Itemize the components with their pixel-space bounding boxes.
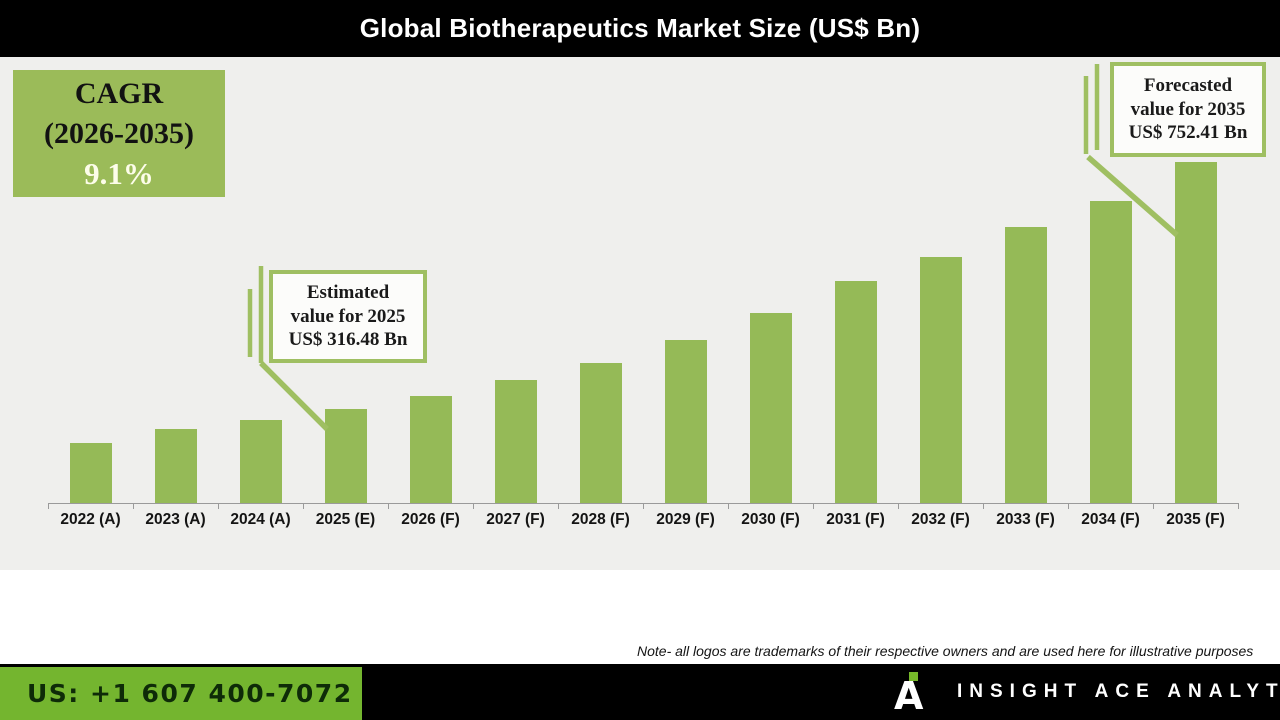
axis-tick bbox=[813, 503, 814, 509]
bar-2025 (E) bbox=[324, 409, 367, 503]
bar-2029 (F) bbox=[664, 340, 707, 503]
axis-tick bbox=[1068, 503, 1069, 509]
bar-2027 (F) bbox=[494, 380, 537, 503]
page-title: Global Biotherapeutics Market Size (US$ … bbox=[359, 13, 921, 43]
market-contributors-band: Market Contributors: abbvie Lilly aegis … bbox=[0, 570, 1280, 664]
axis-tick bbox=[388, 503, 389, 509]
logo-a-glyph: A bbox=[894, 674, 924, 718]
axis-tick bbox=[643, 503, 644, 509]
x-axis-label: 2023 (A) bbox=[145, 511, 206, 528]
cagr-badge: CAGR (2026-2035) 9.1% bbox=[13, 70, 225, 197]
x-axis-label: 2031 (F) bbox=[826, 511, 885, 528]
axis-tick bbox=[558, 503, 559, 509]
bar-2026 (F) bbox=[409, 396, 452, 503]
axis-tick bbox=[983, 503, 984, 509]
chart-area: CAGR (2026-2035) 9.1% 2022 (A) 2023 (A) 20… bbox=[0, 57, 1280, 570]
bar-2033 (F) bbox=[1004, 227, 1047, 503]
insight-ace-logo-icon: A bbox=[893, 668, 933, 718]
phone-box: US: +1 607 400-7072 bbox=[0, 667, 362, 720]
x-axis-label: 2024 (A) bbox=[230, 511, 291, 528]
x-axis-label: 2029 (F) bbox=[656, 511, 715, 528]
cagr-range: (2026-2035) bbox=[44, 116, 194, 150]
x-axis-label: 2028 (F) bbox=[571, 511, 630, 528]
estimated-line-2: value for 2025 bbox=[290, 305, 406, 327]
forecasted-line-3: US$ 752.41 Bn bbox=[1128, 122, 1248, 144]
x-axis-label: 2025 (E) bbox=[315, 511, 376, 528]
cagr-heading: CAGR bbox=[74, 76, 164, 110]
forecasted-value-callout: Forecasted value for 2035 US$ 752.41 Bn bbox=[1110, 62, 1266, 157]
bar-2035 (F) bbox=[1174, 162, 1217, 503]
x-axis-label: 2034 (F) bbox=[1081, 511, 1140, 528]
x-axis-label: 2035 (F) bbox=[1166, 511, 1225, 528]
bar-2031 (F) bbox=[834, 281, 877, 503]
cagr-value: 9.1% bbox=[84, 155, 154, 191]
bar-2023 (A) bbox=[154, 429, 197, 503]
estimated-line-3: US$ 316.48 Bn bbox=[288, 329, 408, 351]
axis-tick bbox=[1238, 503, 1239, 509]
axis-tick bbox=[303, 503, 304, 509]
x-axis-label: 2030 (F) bbox=[741, 511, 800, 528]
forecasted-line-2: value for 2035 bbox=[1130, 98, 1246, 120]
brand-name: INSIGHT ACE ANALYTIC bbox=[957, 681, 1280, 702]
axis-tick bbox=[898, 503, 899, 509]
axis-tick bbox=[48, 503, 49, 509]
logo-green-square bbox=[909, 672, 918, 681]
estimated-line-1: Estimated bbox=[306, 282, 390, 304]
x-axis-label: 2032 (F) bbox=[911, 511, 970, 528]
bar-2032 (F) bbox=[919, 257, 962, 503]
x-axis-label: 2033 (F) bbox=[996, 511, 1055, 528]
x-axis-label: 2027 (F) bbox=[486, 511, 545, 528]
estimated-value-callout: Estimated value for 2025 US$ 316.48 Bn bbox=[269, 270, 427, 363]
bar-2034 (F) bbox=[1089, 201, 1132, 503]
bar-2024 (A) bbox=[239, 420, 282, 503]
footer-bar: US: +1 607 400-7072 A INSIGHT ACE ANALYT… bbox=[0, 664, 1280, 720]
bar-2028 (F) bbox=[579, 363, 622, 503]
axis-tick bbox=[133, 503, 134, 509]
axis-tick bbox=[1153, 503, 1154, 509]
axis-tick bbox=[473, 503, 474, 509]
forecasted-line-1: Forecasted bbox=[1143, 75, 1233, 97]
bar-2022 (A) bbox=[69, 443, 112, 503]
phone-number: US: +1 607 400-7072 bbox=[27, 679, 353, 708]
x-axis-label: 2026 (F) bbox=[401, 511, 460, 528]
axis-tick bbox=[218, 503, 219, 509]
x-axis-label: 2022 (A) bbox=[60, 511, 121, 528]
title-bar: Global Biotherapeutics Market Size (US$ … bbox=[0, 0, 1280, 57]
bar-2030 (F) bbox=[749, 313, 792, 503]
axis-tick bbox=[728, 503, 729, 509]
